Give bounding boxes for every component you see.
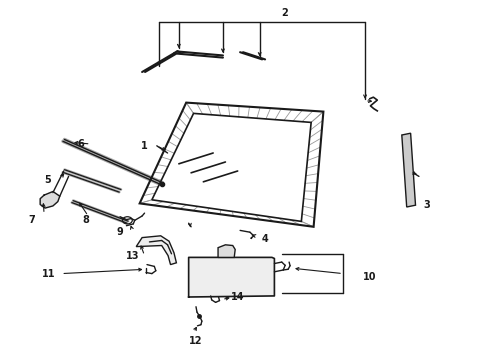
Polygon shape <box>40 192 60 208</box>
Text: 1: 1 <box>141 141 148 151</box>
Text: 2: 2 <box>281 8 288 18</box>
Text: 6: 6 <box>77 139 84 149</box>
Text: 5: 5 <box>45 175 51 185</box>
Text: 3: 3 <box>423 200 430 210</box>
Text: 10: 10 <box>363 272 377 282</box>
Text: 4: 4 <box>261 234 268 244</box>
Polygon shape <box>402 133 416 207</box>
Text: 11: 11 <box>42 269 56 279</box>
Polygon shape <box>136 236 176 265</box>
Polygon shape <box>218 245 235 257</box>
Text: 12: 12 <box>189 336 203 346</box>
Text: 8: 8 <box>82 215 89 225</box>
Text: 13: 13 <box>125 251 139 261</box>
Polygon shape <box>189 257 274 297</box>
Text: 9: 9 <box>117 227 123 237</box>
Text: 7: 7 <box>28 215 35 225</box>
Text: 14: 14 <box>231 292 245 302</box>
